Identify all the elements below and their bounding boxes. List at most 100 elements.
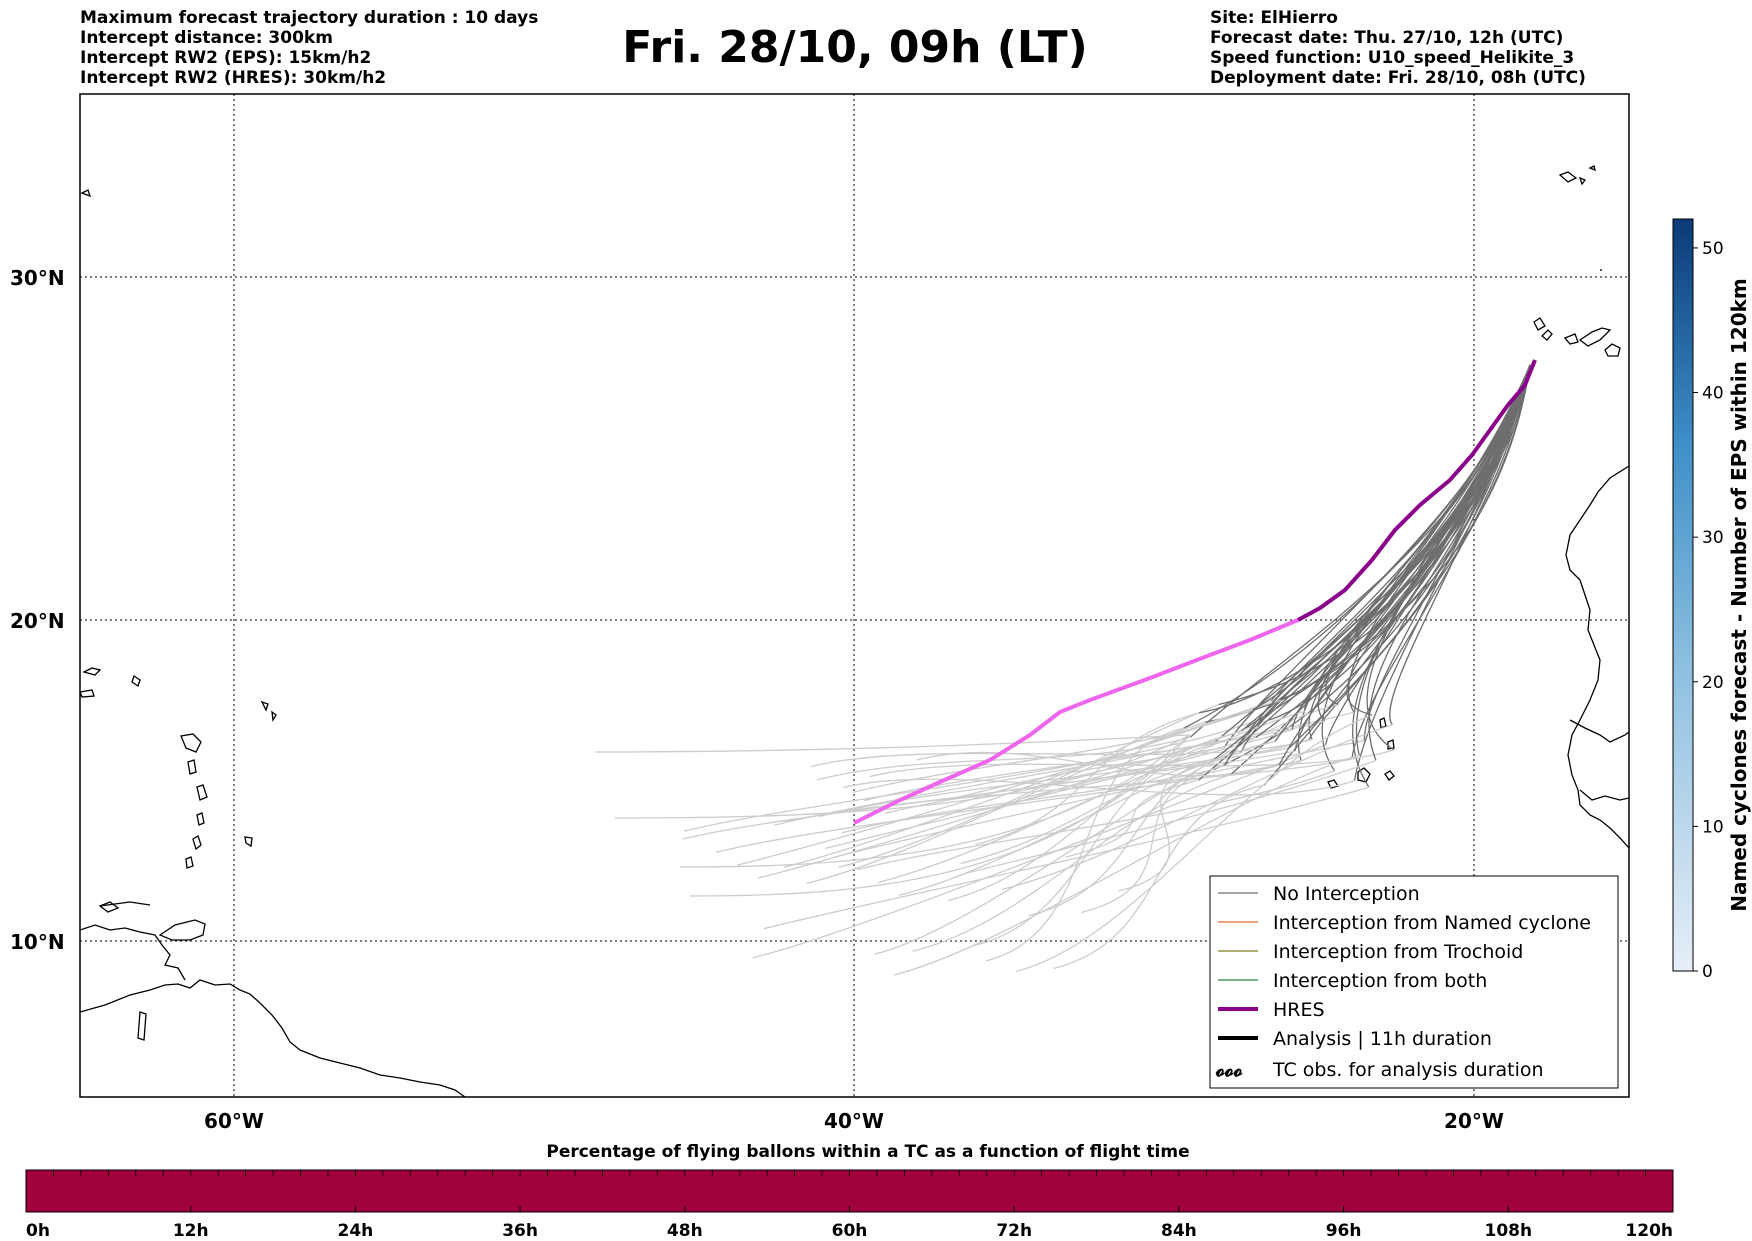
ensemble-trajectory-early [1308,364,1531,741]
bottom-colorbar-minor-ticks [53,1170,1646,1176]
forecast-date-text: Forecast date: Thu. 27/10, 12h (UTC) [1210,28,1564,48]
site-text: Site: ElHierro [1210,8,1338,28]
legend-label-named-cyclone: Interception from Named cyclone [1273,912,1591,934]
canary-islands [1533,317,1621,357]
bottom-colorbar-fill [25,1169,1674,1213]
side-colorbar-label: Named cyclones forecast - Number of EPS … [1727,278,1751,912]
bottom-colorbar-title: Percentage of flying ballons within a TC… [546,1142,1189,1162]
bottom-colorbar-tick-label: 84h [1161,1221,1197,1241]
antilles-4 [180,733,202,753]
ensemble-trajectory-early [1274,364,1531,742]
ensemble-trajectory-early [1213,364,1531,771]
ensemble-trajectory-late [819,747,1290,818]
antilles-7 [196,812,205,826]
side-colorbar-tick-label: 0 [1702,962,1713,982]
antilles-6 [196,784,208,801]
coastlines [80,165,1629,1097]
intercept-eps-text: Intercept RW2 (EPS): 15km/h2 [80,48,372,68]
header-info-left: Maximum forecast trajectory duration : 1… [80,8,538,88]
legend-label-tc-obs: TC obs. for analysis duration [1272,1059,1544,1081]
antilles-11 [244,836,253,848]
ensemble-trajectory-early [1211,364,1531,745]
legend-label-no-interception: No Interception [1273,883,1420,905]
antilles-8 [192,835,202,851]
ensemble-trajectory-late [679,734,1191,868]
ensemble-trajectory-late [893,754,1360,976]
ensemble-trajectory-late [874,704,1339,955]
venezuela-bay [80,924,186,981]
ensemble-trajectory-early [1258,364,1531,720]
ensemble-trajectory-late [838,703,1220,868]
intercept-distance-text: Intercept distance: 300km [80,28,333,48]
antilles-14 [137,1011,147,1041]
ensemble-trajectory-late [774,711,1355,826]
ensemble-trajectory-early [1211,364,1531,762]
bottom-colorbar-tick-label: 0h [26,1221,50,1241]
ensemble-trajectory-late [783,699,1282,868]
header-info-right: Site: ElHierro Forecast date: Thu. 27/10… [1210,8,1586,88]
ensemble-trajectory-late [916,751,1280,777]
lon-label-20w: 20°W [1444,1109,1504,1133]
bottom-colorbar-tick-label: 96h [1326,1221,1362,1241]
antilles-13 [271,710,277,722]
antilles-3 [131,674,141,688]
ensemble-trajectory-late [884,750,1295,815]
ensemble-trajectory-early [1278,364,1531,766]
map-frame [79,93,1630,1098]
ensemble-trajectory-late [957,746,1225,798]
ensemble-trajectory-late [1015,714,1373,973]
bottom-colorbar-ticks: 0h 12h 24h 36h 48h 60h 72h 84h 96h 108h 120h [25,1206,1674,1241]
speed-function-text: Speed function: U10_speed_Helikite_3 [1210,48,1575,68]
legend-box [1209,875,1619,1089]
ensemble-trajectory-early [1351,364,1531,760]
side-colorbar-tick-label: 30 [1702,528,1724,548]
africa-west-coast [1565,465,1629,849]
ensemble-trajectory-late [964,759,1377,875]
antilles-12 [260,700,269,712]
bahamas-1 [80,189,92,198]
side-colorbar-tick-label: 50 [1702,239,1724,259]
ensemble-trajectory-late [974,743,1213,947]
ensemble-trajectory-late [811,738,1313,768]
side-colorbar-tick-label: 20 [1702,673,1724,693]
antilles-2 [80,689,95,698]
side-colorbar-tick-label: 40 [1702,384,1724,404]
antilles-15 [99,901,151,907]
lon-label-60w: 60°W [204,1109,264,1133]
hres-trajectory-late [853,618,1299,825]
ensemble-trajectory-late [736,700,1272,866]
antilles-9 [185,856,194,869]
ensemble-trajectory-late [1053,784,1265,970]
max-duration-text: Maximum forecast trajectory duration : 1… [80,8,539,28]
ensemble-trajectory-early [1190,364,1531,738]
antilles-1 [82,667,102,676]
ensemble-trajectory-early [1199,364,1531,714]
lat-label-20n: 20°N [10,609,65,633]
ensemble-trajectory-late [869,749,1395,778]
bottom-colorbar-tick-label: 36h [502,1221,538,1241]
bottom-colorbar: Percentage of flying ballons within a TC… [25,1142,1674,1241]
intercept-hres-text: Intercept RW2 (HRES): 30km/h2 [80,68,387,88]
ensemble-trajectory-early [1280,364,1531,701]
lon-label-40w: 40°W [824,1109,884,1133]
lat-label-10n: 10°N [10,930,65,954]
hres-trajectory-early [1297,359,1537,622]
ensemble-trajectory-early [1288,364,1531,749]
ensemble-trajectory-early [1183,364,1531,729]
ensemble-trajectory-late [763,786,1370,930]
ensemble-trajectory-early [1240,364,1531,753]
bottom-colorbar-tick-label: 120h [1625,1221,1673,1241]
ensemble-trajectory-late [852,709,1253,793]
legend-label-hres: HRES [1273,999,1325,1021]
ensemble-trajectory-late [614,734,1191,819]
madeira-islands [1558,165,1596,186]
ensemble-trajectory-late [1001,724,1393,891]
antilles-10 [98,901,120,913]
ensemble-trajectory-late [857,770,1335,871]
ensemble-trajectory-late [684,718,1259,832]
bottom-colorbar-tick-label: 60h [832,1221,868,1241]
bottom-colorbar-tick-label: 24h [338,1221,374,1241]
south-america-coast [80,979,466,1097]
bottom-colorbar-tick-label: 12h [173,1221,209,1241]
ensemble-trajectory-early [1255,364,1531,739]
